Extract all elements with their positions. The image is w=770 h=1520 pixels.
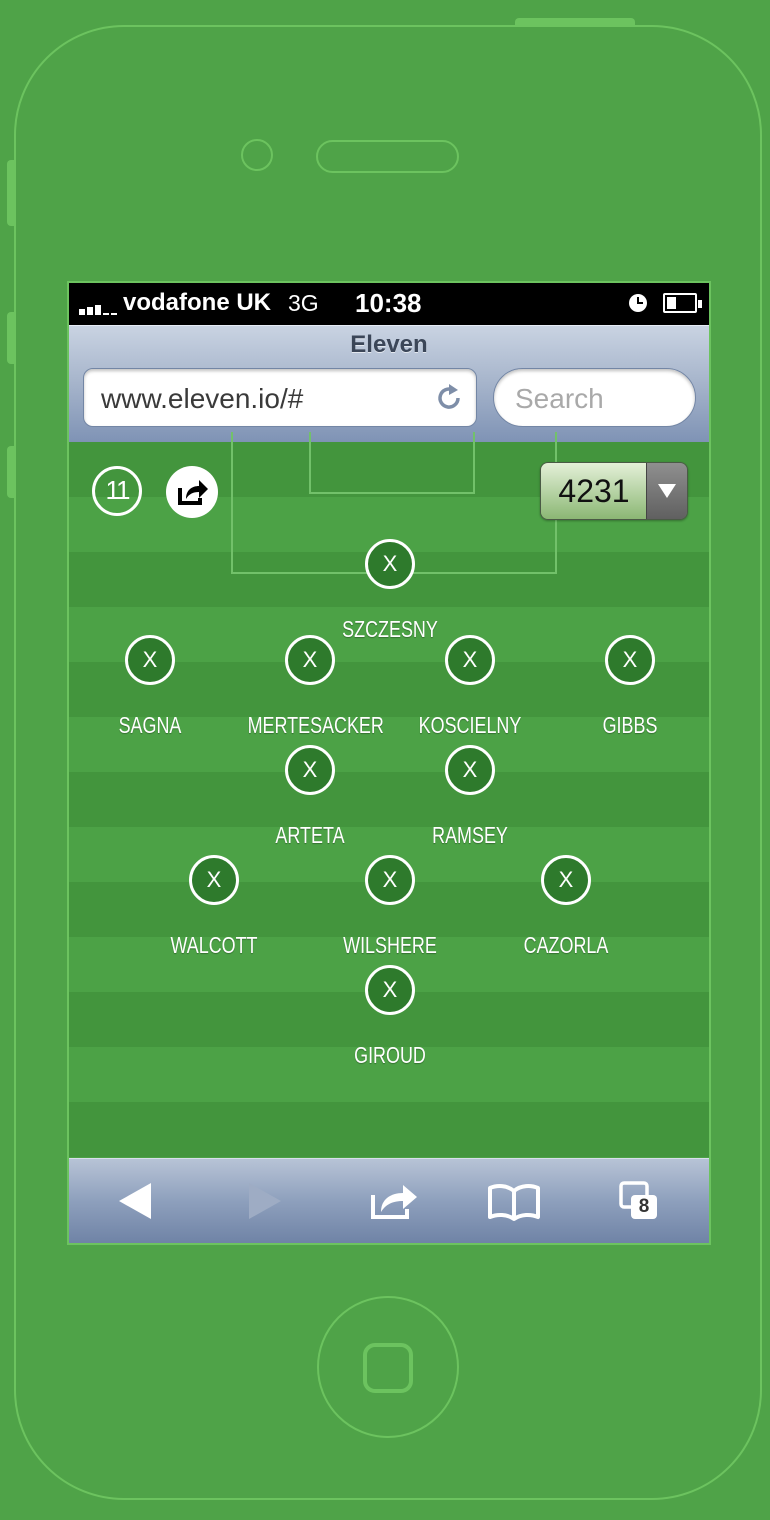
player-arteta: X ARTETA [230,745,390,849]
browser-toolbar: 8 [69,1158,709,1243]
status-bar: vodafone UK 3G 10:38 [69,283,709,325]
remove-player-button[interactable]: X [285,745,335,795]
player-name: WILSHERE [343,932,437,958]
remove-player-button[interactable]: X [365,855,415,905]
status-time: 10:38 [355,288,422,318]
carrier-name: vodafone UK [123,289,272,316]
remove-player-button[interactable]: X [189,855,239,905]
phone-screen: vodafone UK 3G 10:38 Eleven www.eleven.i… [67,281,711,1245]
search-input[interactable]: Search [493,368,696,427]
player-koscielny: X KOSCIELNY [390,635,550,739]
player-walcott: X WALCOTT [134,855,294,959]
power-button [515,18,635,26]
share-icon [178,480,208,505]
remove-player-button[interactable]: X [541,855,591,905]
volume-down-button [7,446,15,498]
player-name: WALCOTT [170,932,258,958]
player-sagna: X SAGNA [70,635,230,739]
formation-value: 4231 [541,463,647,519]
earpiece-speaker [316,140,459,173]
share-button[interactable] [166,466,218,518]
front-camera [241,139,273,171]
page-title: Eleven [350,331,428,358]
back-arrow-icon[interactable] [117,1179,153,1223]
goal-area [309,432,475,494]
player-szczesny: X SZCZESNY [310,539,470,643]
phone-frame [14,25,762,1500]
signal-strength-icon [79,297,123,315]
remove-player-button[interactable]: X [445,635,495,685]
player-name: CAZORLA [523,932,609,958]
eleven-logo[interactable]: 11 [92,466,142,516]
player-gibbs: X GIBBS [550,635,709,739]
player-name: SZCZESNY [342,616,438,642]
home-button[interactable] [317,1296,459,1438]
forward-arrow-icon[interactable] [247,1179,283,1223]
mute-switch [7,160,15,226]
chevron-down-icon [646,463,687,519]
remove-player-button[interactable]: X [605,635,655,685]
player-mertesacker: X MERTESACKER [230,635,390,739]
address-url: www.eleven.io/# [101,383,304,414]
tabs-count-badge: 8 [631,1195,657,1219]
player-cazorla: X CAZORLA [486,855,646,959]
alarm-clock-icon [629,294,647,312]
share-action-icon[interactable] [369,1179,421,1223]
address-bar[interactable]: www.eleven.io/# [83,368,477,427]
home-button-icon [363,1343,413,1393]
remove-player-button[interactable]: X [125,635,175,685]
remove-player-button[interactable]: X [445,745,495,795]
player-giroud: X GIROUD [310,965,470,1069]
search-placeholder: Search [515,383,604,414]
player-wilshere: X WILSHERE [310,855,470,959]
player-name: RAMSEY [432,822,508,848]
player-name: GIBBS [602,712,658,738]
formation-select[interactable]: 4231 [540,462,688,520]
player-name: MERTESACKER [247,712,384,738]
browser-header: Eleven www.eleven.io/# Search [69,325,709,442]
player-name: ARTETA [275,822,345,848]
player-name: GIROUD [354,1042,426,1068]
bookmarks-icon[interactable] [487,1179,541,1223]
volume-up-button [7,312,15,364]
football-pitch: 11 4231 X SZCZESNY X SAGNA X MERTESACKER… [69,432,709,1158]
remove-player-button[interactable]: X [365,965,415,1015]
refresh-icon[interactable] [434,383,464,413]
network-type: 3G [288,290,319,316]
remove-player-button[interactable]: X [365,539,415,589]
remove-player-button[interactable]: X [285,635,335,685]
player-ramsey: X RAMSEY [390,745,550,849]
player-name: KOSCIELNY [418,712,522,738]
player-name: SAGNA [118,712,182,738]
battery-icon [663,293,702,313]
